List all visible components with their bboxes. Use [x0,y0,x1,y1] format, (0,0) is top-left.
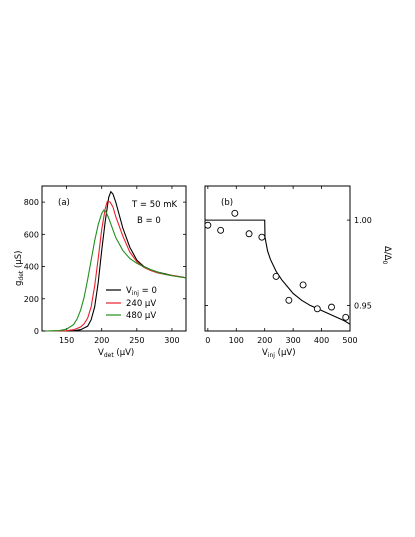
panel-b-xtick-label: 300 [285,336,300,345]
panel-a-ylabel-unit: (µS) [14,251,24,271]
data-point [299,281,307,289]
panel-a-label: (a) [58,198,70,208]
panel-a-xtick-label: 200 [94,336,109,345]
panel-a-ylabel-sub: det [18,270,25,281]
panel-a-ytick-label: 0 [34,327,39,336]
panel-a-ytick-label: 400 [24,263,39,272]
panel-a-ticks: 150 200 250 300 0 200 400 600 800 [24,186,186,345]
panel-b-ytick-label: 0.95 [354,301,372,310]
panel-a-ytick-label: 200 [24,295,39,304]
panel-b-label: (b) [221,198,233,208]
legend-v: V [126,286,132,296]
series-line-1 [45,200,187,332]
data-point [258,233,266,241]
panel-b-xtick-label: 200 [257,336,272,345]
data-point [231,209,239,217]
panel-b: 0 100 200 300 400 500 0.95 1.00 (b) Vinj (µV) Δ… [204,185,392,359]
data-point [245,230,253,238]
panel-b-ylabel-main: Δ/Δ [382,246,392,261]
legend-label-0: Vinj = 0 [126,286,157,297]
panel-b-xlabel-sub: inj [268,352,275,359]
panel-a-xlabel: Vdet (µV) [98,348,134,359]
panel-b-ticks: 0 100 200 300 400 500 0.95 1.00 [205,186,372,345]
panel-a-xtick-label: 150 [59,336,74,345]
data-point [313,305,321,313]
panel-a-ytick-label: 600 [24,230,39,239]
data-point [342,313,350,321]
panel-a-xtick-label: 300 [164,336,179,345]
panel-b-xtick-label: 0 [205,336,210,345]
legend-label-2: 480 µV [126,311,156,321]
panel-b-ylabel-sub: 0 [381,261,388,265]
panel-b-xlabel-unit: (µV) [275,348,296,358]
panel-b-frame [204,185,351,332]
panel-b-xlabel: Vinj (µV) [262,348,296,359]
panel-a-xtick-label: 250 [129,336,144,345]
annotation-field: B = 0 [137,216,161,226]
panel-b-xlabel-main: V [262,348,268,358]
series-line-0 [45,190,187,332]
data-point [285,296,293,304]
panel-a-xlabel-unit: (µV) [114,348,135,358]
series-line-2 [45,209,187,332]
panel-b-xtick-label: 100 [229,336,244,345]
fit-line [205,219,351,325]
legend-v-suffix: = 0 [139,286,157,296]
panel-a-frame [41,185,187,332]
panel-a-ytick-label: 800 [24,198,39,207]
panel-a-ylabel: gdet (µS) [14,251,25,286]
panel-a-lines [45,190,187,332]
panel-b-xtick-label: 400 [314,336,329,345]
panel-b-ytick-label: 1.00 [354,216,372,225]
panel-b-xtick-label: 500 [342,336,357,345]
panel-b-ylabel: Δ/Δ0 [381,246,392,265]
legend-v-sub: inj [132,290,139,297]
data-point [272,272,280,280]
panel-a-xlabel-sub: det [104,352,115,359]
annotation-temperature: T = 50 mK [131,200,178,210]
panel-b-points [204,209,350,321]
panel-a-xlabel-main: V [98,348,104,358]
data-point [328,303,335,311]
panel-a-ylabel-main: g [14,281,24,286]
legend-label-1: 240 µV [126,299,156,309]
data-point [217,226,225,234]
panel-b-fit [205,219,351,325]
legend: Vinj = 0 240 µV 480 µV [106,286,157,321]
data-point [204,221,212,229]
